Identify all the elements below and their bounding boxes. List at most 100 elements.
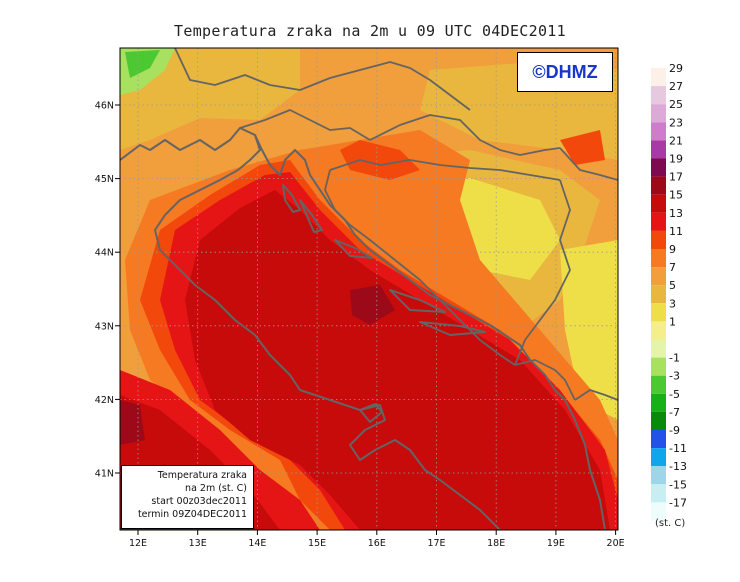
legend-swatch	[651, 357, 666, 376]
lon-tick-label: 14E	[248, 538, 266, 549]
latitude-axis: 46N 45N 44N 43N 42N 41N	[95, 101, 120, 480]
legend-swatch	[651, 68, 666, 87]
legend-label: 27	[669, 80, 683, 93]
border-slovenia-croatia	[239, 109, 371, 141]
legend-swatch	[651, 339, 666, 358]
lat-tick-label: 42N	[95, 395, 114, 406]
legend-swatch	[651, 194, 666, 213]
legend-label: 5	[669, 279, 676, 292]
legend-label: -7	[669, 406, 680, 419]
field-sea-inner	[185, 190, 610, 530]
legend-label: 29	[669, 62, 683, 75]
border-austria-italy	[174, 48, 471, 111]
legend-label: 23	[669, 116, 683, 129]
map-title: Temperatura zraka na 2m u 09 UTC 04DEC20…	[174, 22, 566, 40]
temperature-legend: 29 27 25 23 21 19 17 15 13 11 9 7 5 3 1 -1 -3 -5 -7 -9 -11 -1…	[651, 62, 687, 521]
legend-label: -1	[669, 352, 680, 365]
legend-label: 17	[669, 171, 683, 184]
graticule	[120, 48, 618, 530]
info-box: Temperatura zraka na 2m (st. C) start 00…	[121, 465, 254, 529]
legend-swatch	[651, 86, 666, 105]
legend-swatch	[651, 285, 666, 304]
coastlines	[120, 127, 606, 530]
legend-label: 15	[669, 189, 683, 202]
legend-label: -5	[669, 388, 680, 401]
istria-coast	[254, 134, 566, 401]
legend-label: 19	[669, 153, 683, 166]
legend-label: -13	[669, 460, 687, 473]
field-sea-max	[350, 285, 395, 325]
field-tyrrhenian-max	[120, 400, 145, 445]
border-bosnia-east	[514, 179, 571, 366]
legend-swatch	[651, 303, 666, 322]
field-serbia	[560, 240, 618, 420]
lon-tick-label: 18E	[487, 538, 505, 549]
field-alps	[120, 48, 300, 150]
lat-tick-label: 45N	[95, 174, 114, 185]
lon-tick-label: 19E	[547, 538, 565, 549]
legend-swatch	[651, 122, 666, 141]
legend-swatch	[651, 430, 666, 449]
legend-label: 13	[669, 207, 683, 220]
legend-label: 1	[669, 315, 676, 328]
lon-tick-label: 20E	[607, 538, 625, 549]
legend-swatch	[651, 321, 666, 340]
legend-unit: (st. C)	[655, 518, 686, 529]
info-line-2: na 2m (st. C)	[185, 483, 247, 494]
island-2	[299, 199, 323, 233]
italy-adriatic-coast	[154, 169, 501, 530]
field-inland-warm	[340, 140, 420, 180]
dhmz-logo: ©DHMZ	[517, 52, 613, 92]
lat-tick-label: 41N	[95, 469, 114, 480]
legend-label: -9	[669, 424, 680, 437]
gargano	[359, 403, 383, 423]
legend-label: -3	[669, 370, 680, 383]
italy-coast-north	[120, 127, 261, 171]
border-serbia-east	[559, 147, 618, 181]
map-frame	[119, 47, 619, 531]
legend-label: -11	[669, 442, 687, 455]
legend-swatch	[651, 393, 666, 412]
legend-swatch	[651, 411, 666, 430]
legend-label: -15	[669, 478, 687, 491]
lat-tick-label: 46N	[95, 101, 114, 112]
legend-label: 9	[669, 243, 676, 256]
legend-swatch	[651, 176, 666, 195]
lon-tick-label: 12E	[129, 538, 147, 549]
legend-swatch	[651, 484, 666, 503]
legend-label: 21	[669, 134, 683, 147]
legend-swatch	[651, 230, 666, 249]
info-line-1: Temperatura zraka	[157, 470, 247, 481]
longitude-axis: 12E 13E 14E 15E 16E 17E 18E 19E 20E	[129, 530, 625, 549]
field-colder	[125, 50, 160, 78]
legend-label: 3	[669, 297, 676, 310]
country-borders	[174, 48, 618, 401]
info-line-4: termin 09Z04DEC2011	[137, 509, 247, 520]
lon-tick-label: 13E	[189, 538, 207, 549]
lat-tick-label: 43N	[95, 321, 114, 332]
temperature-field	[120, 48, 618, 530]
albania-coast	[564, 399, 606, 530]
lat-tick-label: 44N	[95, 248, 114, 259]
legend-label: 7	[669, 261, 676, 274]
legend-swatch	[651, 104, 666, 123]
legend-swatch	[651, 158, 666, 177]
island-1	[282, 184, 301, 213]
lon-tick-label: 16E	[368, 538, 386, 549]
legend-swatch	[651, 140, 666, 159]
border-croatia-bosnia-north	[329, 159, 561, 181]
island-3	[334, 239, 373, 259]
island-5	[419, 321, 486, 336]
lon-tick-label: 15E	[308, 538, 326, 549]
lon-tick-label: 17E	[427, 538, 445, 549]
legend-label: 25	[669, 98, 683, 111]
legend-label: -17	[669, 496, 687, 509]
border-montenegro	[514, 359, 576, 401]
border-kosovo	[574, 389, 618, 401]
legend-swatch	[651, 466, 666, 485]
legend-swatch	[651, 375, 666, 394]
legend-swatch	[651, 249, 666, 268]
field-east-warm	[560, 130, 605, 165]
legend-swatch	[651, 502, 666, 521]
